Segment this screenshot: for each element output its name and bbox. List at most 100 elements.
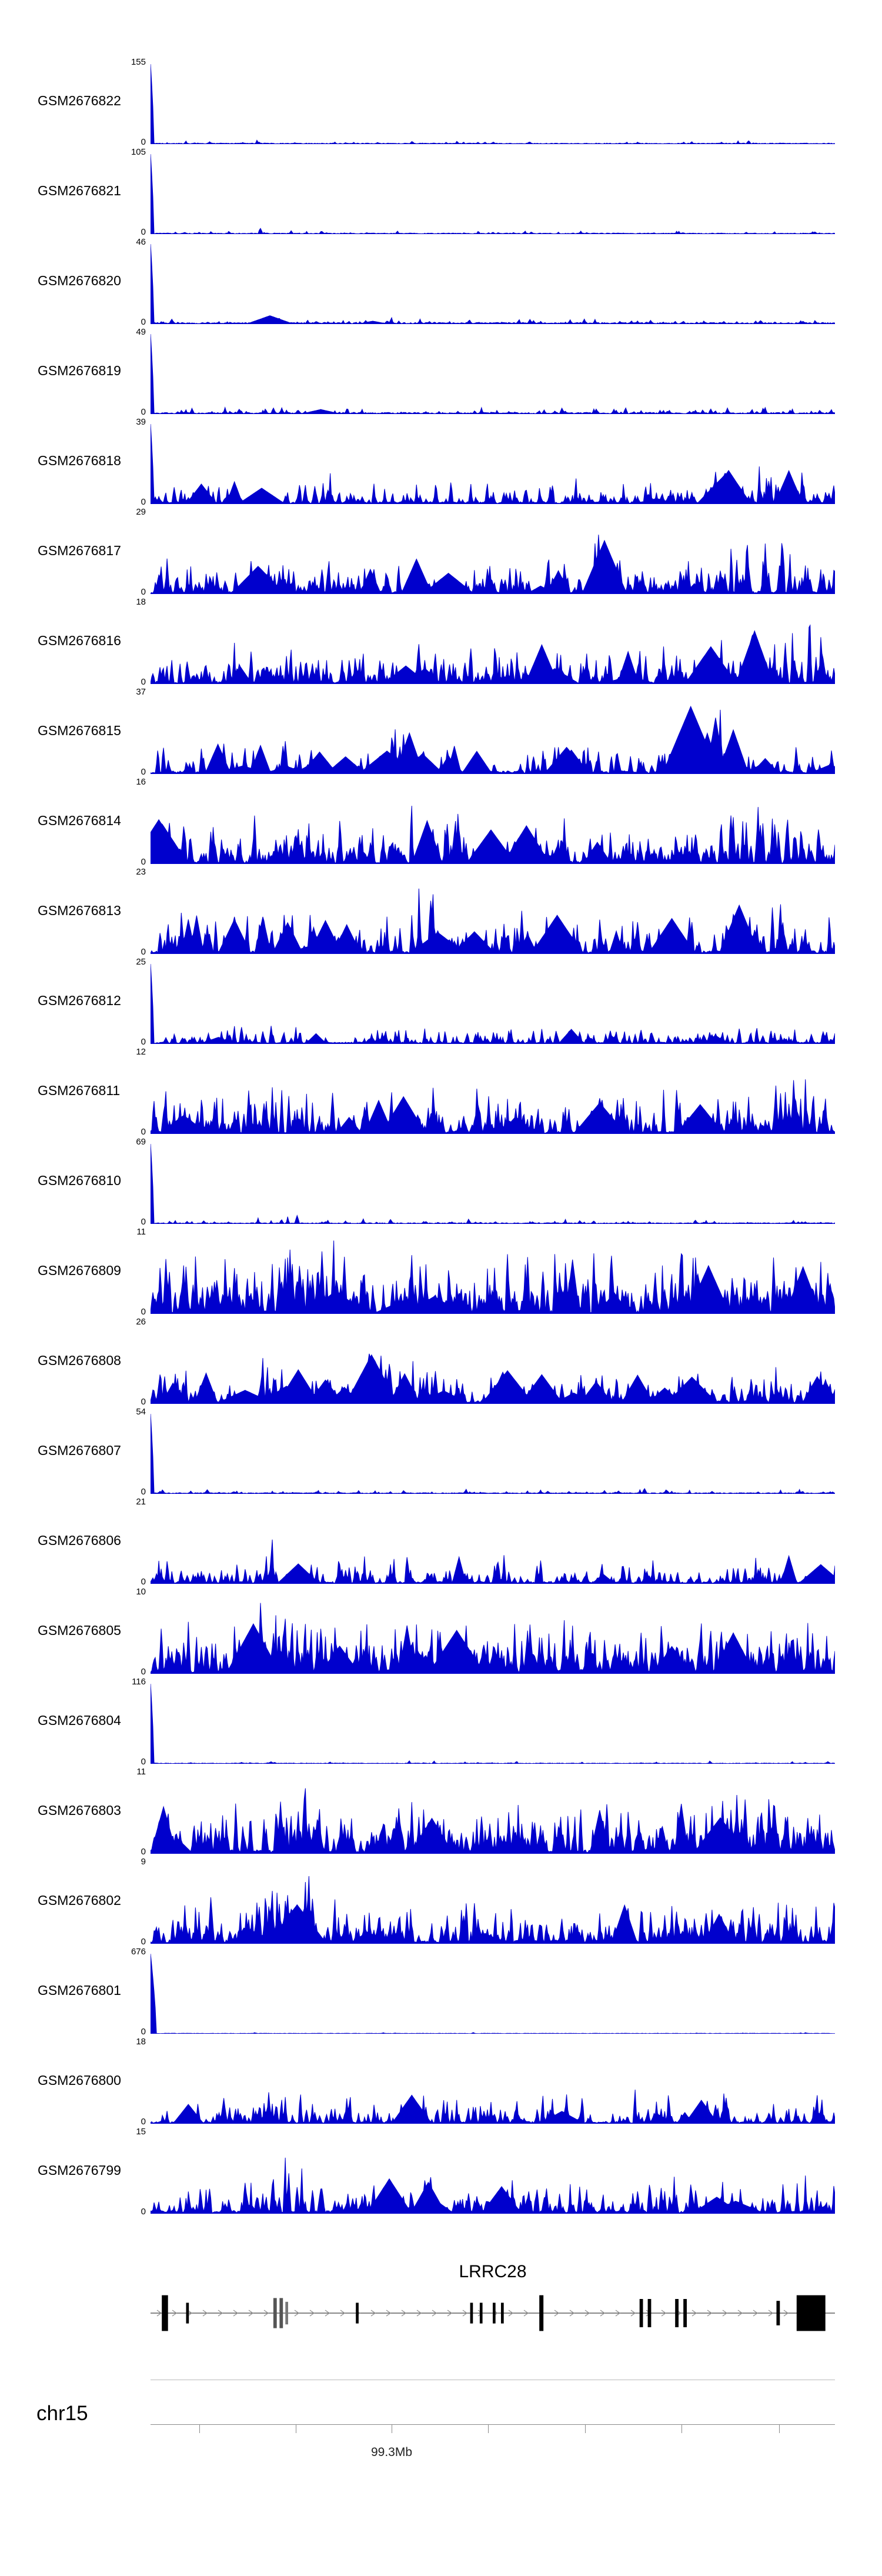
strand-arrow-icon [722, 2310, 728, 2317]
track-ymax-label: 23 [136, 867, 146, 877]
signal-area [151, 1240, 835, 1314]
track-row: GSM2676819 49 0 [0, 328, 882, 417]
strand-arrow-icon [523, 2310, 529, 2317]
track-ymax-label: 9 [141, 1857, 146, 1867]
track-yzero-label: 0 [141, 1037, 146, 1047]
strand-arrow-icon [768, 2310, 774, 2317]
track-ymax-label: 676 [131, 1947, 146, 1957]
signal-area [151, 1603, 835, 1674]
track-yzero-label: 0 [141, 2027, 146, 2037]
track-signal [151, 2157, 835, 2214]
signal-area [151, 624, 835, 684]
track-yzero-label: 0 [141, 1487, 146, 1497]
track-signal [151, 806, 835, 864]
track-row: GSM2676809 11 0 [0, 1227, 882, 1317]
track-yzero-label: 0 [141, 1127, 146, 1137]
track-yzero-label: 0 [141, 497, 146, 507]
track-label: GSM2676813 [38, 903, 121, 918]
exon [186, 2303, 189, 2324]
track-label: GSM2676800 [38, 2073, 121, 2088]
track-yzero-label: 0 [141, 947, 146, 957]
exon [647, 2299, 652, 2327]
track-ymax-label: 11 [136, 1227, 146, 1237]
signal-area [151, 1353, 835, 1404]
strand-arrow-icon [783, 2310, 789, 2317]
exon [493, 2303, 496, 2324]
track-label: GSM2676821 [38, 183, 121, 198]
track-yzero-label: 0 [141, 407, 146, 417]
track-row: GSM2676817 29 0 [0, 508, 882, 597]
track-yzero-label: 0 [141, 677, 146, 687]
strand-arrow-icon [569, 2310, 575, 2317]
signal-area [151, 64, 835, 144]
strand-arrow-icon [447, 2310, 453, 2317]
track-yzero-label: 0 [141, 2207, 146, 2217]
track-row: GSM2676801 676 0 [0, 1947, 882, 2037]
track-signal [151, 2090, 835, 2124]
track-label: GSM2676806 [38, 1533, 121, 1548]
signal-area [151, 243, 835, 324]
signal-area [151, 2157, 835, 2214]
track-row: GSM2676807 54 0 [0, 1407, 882, 1497]
signal-area [151, 2090, 835, 2124]
strand-arrow-icon [630, 2310, 636, 2317]
track-row: GSM2676811 12 0 [0, 1047, 882, 1137]
track-yzero-label: 0 [141, 1307, 146, 1317]
track-signal [151, 1143, 835, 1224]
track-yzero-label: 0 [141, 587, 146, 597]
track-signal [151, 1953, 835, 2034]
track-ymax-label: 37 [136, 687, 146, 697]
signal-area [151, 1539, 835, 1584]
track-ymax-label: 21 [136, 1497, 146, 1507]
strand-arrow-icon [661, 2310, 667, 2317]
strand-arrow-icon [707, 2310, 713, 2317]
track-signal [151, 1788, 835, 1854]
strand-arrow-icon [753, 2310, 759, 2317]
track-label: GSM2676809 [38, 1263, 121, 1278]
track-row: GSM2676820 46 0 [0, 238, 882, 326]
signal-area [151, 705, 835, 774]
track-row: GSM2676815 37 0 [0, 688, 882, 776]
track-yzero-label: 0 [141, 857, 146, 867]
strand-arrow-icon [340, 2310, 346, 2317]
track-label: GSM2676805 [38, 1623, 121, 1638]
chromosome-label: chr15 [36, 2402, 88, 2425]
strand-arrow-icon [508, 2310, 514, 2317]
strand-arrow-icon [737, 2310, 743, 2317]
strand-arrow-icon [462, 2310, 468, 2317]
track-label: GSM2676807 [38, 1443, 121, 1458]
track-signal [151, 624, 835, 684]
track-ymax-label: 155 [131, 57, 146, 67]
track-yzero-label: 0 [141, 1397, 146, 1407]
exon [675, 2299, 679, 2327]
track-label: GSM2676815 [38, 723, 121, 738]
strand-arrow-icon [416, 2310, 422, 2317]
track-signal [151, 1413, 835, 1494]
track-signal [151, 423, 835, 504]
coordinate-label: 99.3Mb [370, 2445, 413, 2459]
track-label: GSM2676812 [38, 993, 121, 1008]
track-signal [151, 705, 835, 774]
strand-arrow-icon [294, 2310, 300, 2317]
signal-area [151, 154, 835, 234]
track-ymax-label: 49 [136, 327, 146, 337]
signal-area [151, 423, 835, 504]
track-signal [151, 1353, 835, 1404]
exon [356, 2303, 359, 2324]
track-row: GSM2676812 25 0 [0, 957, 882, 1047]
track-ymax-label: 11 [136, 1767, 146, 1777]
track-ymax-label: 29 [136, 507, 146, 517]
track-yzero-label: 0 [141, 1937, 146, 1947]
axis-line [151, 2424, 835, 2425]
track-yzero-label: 0 [141, 1577, 146, 1587]
signal-area [151, 1079, 835, 1134]
track-row: GSM2676816 18 0 [0, 598, 882, 687]
track-yzero-label: 0 [141, 1217, 146, 1227]
track-yzero-label: 0 [141, 1757, 146, 1767]
strand-arrow-icon [600, 2310, 606, 2317]
strand-arrow-icon [187, 2310, 193, 2317]
signal-area [151, 1788, 835, 1854]
exon [470, 2303, 473, 2324]
signal-area [151, 1683, 835, 1764]
track-ymax-label: 16 [136, 777, 146, 787]
